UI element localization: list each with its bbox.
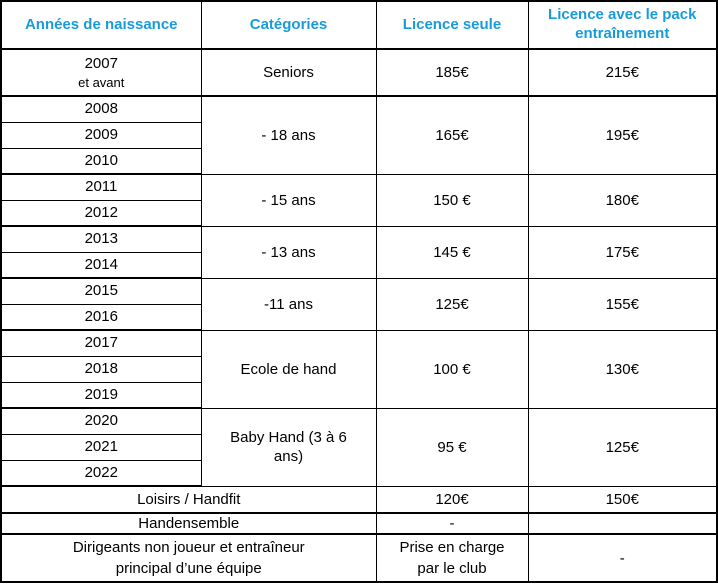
year-cell: 2022 (0, 459, 202, 487)
row-year: 2010 (0, 147, 717, 175)
row-year: 2013 - 13 ans 145 € 175€ (0, 225, 718, 279)
row-year: 2008 - 18 ans 165€ 195€ (0, 95, 718, 175)
footer-label-line1: Dirigeants non joueur et entraîneur (72, 539, 305, 556)
licence-pack-cell: 125€ (527, 407, 718, 487)
licence-seule-cell: 185€ (375, 48, 529, 97)
licence-seule-cell: Prise en charge par le club (375, 533, 529, 583)
year-cell: 2020 (0, 407, 202, 435)
footer-label-cell: Dirigeants non joueur et entraîneur prin… (0, 533, 377, 583)
licence-pack-cell: 180€ (527, 173, 718, 227)
licence-seule-cell: - (375, 512, 529, 535)
row-seniors: 2007 et avant Seniors 185€ 215€ (0, 48, 718, 97)
row-year: 2014 (0, 251, 717, 279)
category-cell: Ecole de hand (200, 329, 377, 409)
licence-pack-cell: 155€ (527, 277, 718, 331)
footer-label-cell: Loisirs / Handfit (0, 485, 377, 514)
licence-pack-cell: 150€ (527, 485, 718, 514)
licence-pack-cell: 215€ (527, 48, 718, 97)
year-cell: 2014 (0, 251, 202, 279)
licence-seule-line2: par le club (417, 560, 487, 577)
year-cell: 2017 (0, 329, 202, 357)
licence-seule-cell: 145 € (375, 225, 529, 279)
header-licence-pack: Licence avec le pack entraînement (527, 0, 718, 50)
licence-pack-cell: 130€ (527, 329, 718, 409)
row-dirigeants: Dirigeants non joueur et entraîneur prin… (0, 533, 718, 583)
category-cell: - 18 ans (200, 95, 377, 175)
header-categories: Catégories (200, 0, 377, 50)
licence-seule-cell: 125€ (375, 277, 529, 331)
category-cell: Baby Hand (3 à 6 ans) (200, 407, 377, 487)
row-year: 2019 (0, 381, 717, 409)
year-cell: 2013 (0, 225, 202, 253)
footer-label-line2: principal d’une équipe (115, 560, 262, 577)
licence-seule-cell: 120€ (375, 485, 529, 514)
licence-pack-cell: 175€ (527, 225, 718, 279)
category-cell: - 15 ans (200, 173, 377, 227)
header-licence-seule: Licence seule (375, 0, 529, 50)
row-handensemble: Handensemble - (0, 512, 718, 535)
year-cell: 2016 (0, 303, 202, 331)
licence-seule-cell: 165€ (375, 95, 529, 175)
row-year: 2022 (0, 459, 717, 487)
row-year: 2018 (0, 355, 717, 383)
row-year: 2021 (0, 433, 717, 461)
year-cell: 2019 (0, 381, 202, 409)
year-cell: 2021 (0, 433, 202, 461)
year-cell: 2008 (0, 95, 202, 123)
year-label: 2007 (84, 54, 118, 72)
licence-seule-cell: 150 € (375, 173, 529, 227)
year-cell: 2011 (0, 173, 202, 201)
footer-label-cell: Handensemble (0, 512, 377, 535)
year-cell: 2007 et avant (0, 48, 202, 97)
row-year: 2009 (0, 121, 717, 149)
row-year: 2016 (0, 303, 717, 331)
year-sublabel: et avant (78, 74, 125, 90)
year-cell: 2009 (0, 121, 202, 149)
header-row: Années de naissance Catégories Licence s… (0, 0, 718, 50)
row-year: 2015 -11 ans 125€ 155€ (0, 277, 718, 331)
year-cell: 2010 (0, 147, 202, 175)
licence-seule-line1: Prise en charge (399, 539, 505, 556)
year-cell: 2012 (0, 199, 202, 227)
licence-seule-cell: 95 € (375, 407, 529, 487)
year-cell: 2018 (0, 355, 202, 383)
licence-pack-cell (527, 512, 718, 535)
category-cell: -11 ans (200, 277, 377, 331)
category-label: Baby Hand (3 à 6 ans) (230, 428, 347, 466)
row-year: 2017 Ecole de hand 100 € 130€ (0, 329, 718, 409)
row-year: 2011 - 15 ans 150 € 180€ (0, 173, 718, 227)
row-loisirs-handfit: Loisirs / Handfit 120€ 150€ (0, 485, 718, 514)
category-cell: Seniors (200, 48, 377, 97)
licence-seule-cell: 100 € (375, 329, 529, 409)
header-annees-naissance: Années de naissance (0, 0, 202, 50)
row-year: 2012 (0, 199, 717, 227)
licence-pack-cell: 195€ (527, 95, 718, 175)
year-cell: 2015 (0, 277, 202, 305)
category-cell: - 13 ans (200, 225, 377, 279)
row-year: 2020 Baby Hand (3 à 6 ans) 95 € 125€ (0, 407, 718, 487)
licence-pack-cell: - (527, 533, 718, 583)
